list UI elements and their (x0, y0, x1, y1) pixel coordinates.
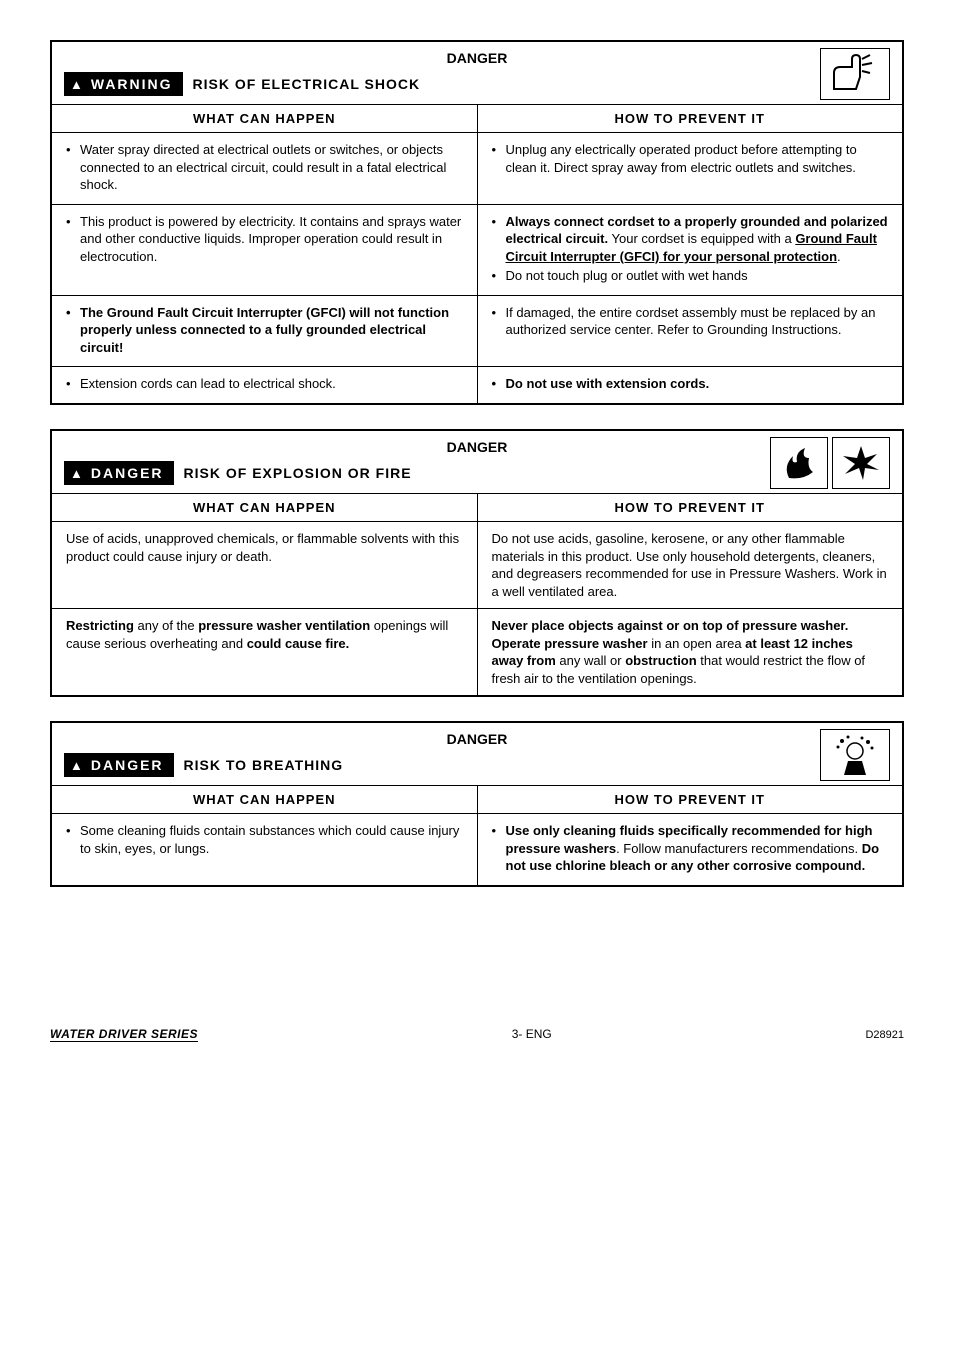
header-row: ▲ WARNING RISK OF ELECTRICAL SHOCK (64, 72, 890, 96)
page-footer: WATER DRIVER SERIES 3- ENG D28921 (50, 1027, 904, 1042)
column-headers: WHAT CAN HAPPEN HOW TO PREVENT IT (52, 493, 902, 521)
brand-label: WATER DRIVER SERIES (50, 1027, 198, 1042)
table-row: The Ground Fault Circuit Interrupter (GF… (52, 295, 902, 367)
cell-right: Never place objects against or on top of… (478, 609, 903, 695)
box-header: DANGER ▲ DANGER RISK OF EXPLOSION OR FIRE (52, 431, 902, 493)
list-item: Do not touch plug or outlet with wet han… (492, 267, 889, 285)
text: . (837, 249, 841, 264)
fire-explosion-icons (770, 437, 890, 489)
cell-right: Use only cleaning fluids specifically re… (478, 814, 903, 885)
danger-top-title: DANGER (64, 50, 890, 66)
bold-text: could cause fire. (247, 636, 350, 651)
list-item: Use only cleaning fluids specifically re… (492, 822, 889, 875)
danger-badge: ▲ DANGER (64, 753, 174, 777)
danger-box-fire: DANGER ▲ DANGER RISK OF EXPLOSION OR FIRE… (50, 429, 904, 697)
text: any of the (134, 618, 198, 633)
bold-text: pressure washer ventilation (198, 618, 370, 633)
danger-top-title: DANGER (64, 731, 890, 747)
table-row: Restricting any of the pressure washer v… (52, 608, 902, 695)
danger-box-breathing: DANGER ▲ DANGER RISK TO BREATHING WHAT CA… (50, 721, 904, 887)
breathing-hazard-icon (820, 729, 890, 781)
cell-right: Unplug any electrically operated product… (478, 133, 903, 204)
cell-left: The Ground Fault Circuit Interrupter (GF… (52, 296, 478, 367)
risk-title: RISK OF ELECTRICAL SHOCK (193, 76, 421, 92)
col-left-header: WHAT CAN HAPPEN (52, 786, 478, 813)
text: any wall or (556, 653, 625, 668)
col-right-header: HOW TO PREVENT IT (478, 494, 903, 521)
list-item: Always connect cordset to a properly gro… (492, 213, 889, 266)
list-item: Do not use with extension cords. (492, 375, 889, 393)
text: . Follow manufacturers recommendations. (616, 841, 862, 856)
text: Your cordset is equipped with a (608, 231, 795, 246)
alert-triangle-icon: ▲ (70, 466, 85, 481)
list-item: Extension cords can lead to electrical s… (66, 375, 463, 393)
bold-text: Restricting (66, 618, 134, 633)
header-row: ▲ DANGER RISK OF EXPLOSION OR FIRE (64, 461, 890, 485)
page-number: 3- ENG (512, 1027, 552, 1041)
cell-left: Some cleaning fluids contain substances … (52, 814, 478, 885)
table-row: Use of acids, unapproved chemicals, or f… (52, 521, 902, 608)
bold-text: obstruction (625, 653, 697, 668)
fire-icon (770, 437, 828, 489)
document-id: D28921 (865, 1029, 904, 1041)
danger-box-electrical: DANGER ▲ WARNING RISK OF ELECTRICAL SHOCK… (50, 40, 904, 405)
cell-left: Water spray directed at electrical outle… (52, 133, 478, 204)
col-right-header: HOW TO PREVENT IT (478, 786, 903, 813)
table-row: This product is powered by electricity. … (52, 204, 902, 295)
list-item: This product is powered by electricity. … (66, 213, 463, 266)
box-header: DANGER ▲ DANGER RISK TO BREATHING (52, 723, 902, 785)
risk-title: RISK TO BREATHING (184, 757, 344, 773)
cell-left: Restricting any of the pressure washer v… (52, 609, 478, 695)
cell-left: This product is powered by electricity. … (52, 205, 478, 295)
explosion-icon (832, 437, 890, 489)
list-item: Water spray directed at electrical outle… (66, 141, 463, 194)
cell-left: Use of acids, unapproved chemicals, or f… (52, 522, 478, 608)
col-left-header: WHAT CAN HAPPEN (52, 494, 478, 521)
warning-badge: ▲ WARNING (64, 72, 183, 96)
badge-text: WARNING (91, 76, 173, 92)
table-row: Extension cords can lead to electrical s… (52, 366, 902, 403)
list-item: Some cleaning fluids contain substances … (66, 822, 463, 857)
danger-top-title: DANGER (64, 439, 890, 455)
cell-left: Extension cords can lead to electrical s… (52, 367, 478, 403)
column-headers: WHAT CAN HAPPEN HOW TO PREVENT IT (52, 785, 902, 813)
col-left-header: WHAT CAN HAPPEN (52, 105, 478, 132)
alert-triangle-icon: ▲ (70, 77, 85, 92)
alert-triangle-icon: ▲ (70, 758, 85, 773)
badge-text: DANGER (91, 465, 164, 481)
risk-title: RISK OF EXPLOSION OR FIRE (184, 465, 412, 481)
list-item: The Ground Fault Circuit Interrupter (GF… (66, 304, 463, 357)
list-item: Unplug any electrically operated product… (492, 141, 889, 176)
table-row: Water spray directed at electrical outle… (52, 132, 902, 204)
badge-text: DANGER (91, 757, 164, 773)
col-right-header: HOW TO PREVENT IT (478, 105, 903, 132)
list-item: If damaged, the entire cordset assembly … (492, 304, 889, 339)
header-row: ▲ DANGER RISK TO BREATHING (64, 753, 890, 777)
cell-right: Always connect cordset to a properly gro… (478, 205, 903, 295)
cell-right: Do not use with extension cords. (478, 367, 903, 403)
column-headers: WHAT CAN HAPPEN HOW TO PREVENT IT (52, 104, 902, 132)
box-header: DANGER ▲ WARNING RISK OF ELECTRICAL SHOCK (52, 42, 902, 104)
table-row: Some cleaning fluids contain substances … (52, 813, 902, 885)
danger-badge: ▲ DANGER (64, 461, 174, 485)
shock-hand-icon (820, 48, 890, 100)
cell-right: If damaged, the entire cordset assembly … (478, 296, 903, 367)
cell-right: Do not use acids, gasoline, kerosene, or… (478, 522, 903, 608)
text: in an open area (648, 636, 746, 651)
